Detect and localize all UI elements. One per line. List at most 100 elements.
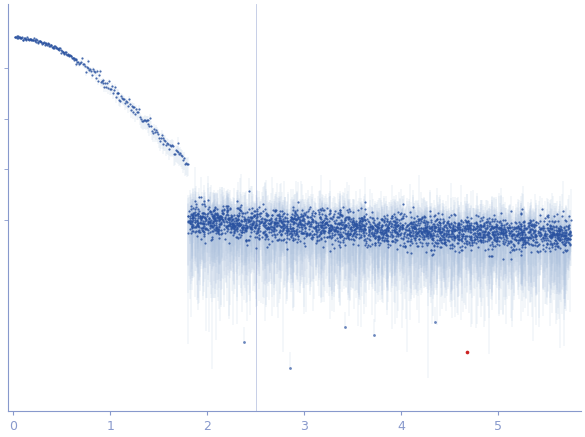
Point xyxy=(514,225,523,232)
Point xyxy=(516,229,525,236)
Point xyxy=(498,225,508,232)
Point xyxy=(352,224,362,231)
Point xyxy=(111,94,121,101)
Point xyxy=(490,230,499,237)
Point xyxy=(417,233,426,240)
Point xyxy=(550,246,559,253)
Point xyxy=(501,238,510,245)
Point xyxy=(276,231,285,238)
Point xyxy=(472,219,481,226)
Point xyxy=(74,61,84,68)
Point xyxy=(438,226,448,233)
Point xyxy=(274,228,284,235)
Point xyxy=(481,231,490,238)
Point xyxy=(240,215,250,222)
Point xyxy=(448,227,457,234)
Point xyxy=(426,231,436,238)
Point xyxy=(336,208,345,215)
Point xyxy=(560,235,570,242)
Point xyxy=(261,233,270,240)
Point xyxy=(37,40,47,47)
Point xyxy=(414,216,423,223)
Point xyxy=(183,218,192,225)
Point xyxy=(462,239,471,246)
Point xyxy=(102,83,111,90)
Point xyxy=(222,218,232,225)
Point xyxy=(562,239,571,246)
Point xyxy=(487,218,497,225)
Point xyxy=(334,220,343,227)
Point xyxy=(226,217,235,224)
Point xyxy=(224,215,233,222)
Point xyxy=(391,222,401,229)
Point xyxy=(67,54,77,61)
Point xyxy=(463,219,472,226)
Point xyxy=(511,224,520,231)
Point xyxy=(490,234,499,241)
Point xyxy=(555,231,565,238)
Point xyxy=(360,242,370,249)
Point xyxy=(275,227,284,234)
Point xyxy=(506,220,515,227)
Point xyxy=(259,208,268,215)
Point xyxy=(450,234,460,241)
Point xyxy=(325,227,334,234)
Point xyxy=(254,221,264,228)
Point xyxy=(381,227,390,234)
Point xyxy=(336,230,345,237)
Point xyxy=(472,225,481,232)
Point xyxy=(561,233,570,240)
Point xyxy=(537,205,546,212)
Point xyxy=(201,215,210,222)
Point xyxy=(280,214,289,221)
Point xyxy=(491,238,500,245)
Point xyxy=(549,239,559,246)
Point xyxy=(232,218,241,225)
Point xyxy=(413,213,422,220)
Point xyxy=(491,222,501,229)
Point xyxy=(402,222,412,229)
Point xyxy=(416,228,425,235)
Point xyxy=(371,222,381,229)
Point xyxy=(421,214,430,221)
Point xyxy=(560,235,570,242)
Point xyxy=(158,135,167,142)
Point xyxy=(355,215,364,222)
Point xyxy=(223,216,233,223)
Point xyxy=(518,228,527,235)
Point xyxy=(272,230,281,237)
Point xyxy=(491,237,501,244)
Point xyxy=(352,221,361,228)
Point xyxy=(559,236,569,243)
Point xyxy=(442,231,452,238)
Point xyxy=(384,227,393,234)
Point xyxy=(226,225,236,232)
Point xyxy=(233,212,243,219)
Point xyxy=(249,221,258,228)
Point xyxy=(548,240,557,247)
Point xyxy=(232,220,242,227)
Point xyxy=(421,227,431,234)
Point xyxy=(444,237,453,244)
Point xyxy=(372,224,381,231)
Point xyxy=(490,217,499,224)
Point xyxy=(349,218,359,225)
Point xyxy=(401,226,410,233)
Point xyxy=(398,214,407,221)
Point xyxy=(477,222,486,229)
Point xyxy=(556,230,566,237)
Point xyxy=(514,229,524,236)
Point xyxy=(565,240,574,247)
Point xyxy=(480,238,489,245)
Point xyxy=(455,248,464,255)
Point xyxy=(209,214,218,221)
Point xyxy=(340,323,350,330)
Point xyxy=(94,72,104,79)
Point xyxy=(382,212,391,219)
Point xyxy=(395,217,404,224)
Point xyxy=(515,219,524,226)
Point xyxy=(418,225,428,232)
Point xyxy=(543,225,552,232)
Point xyxy=(462,241,471,248)
Point xyxy=(531,226,540,233)
